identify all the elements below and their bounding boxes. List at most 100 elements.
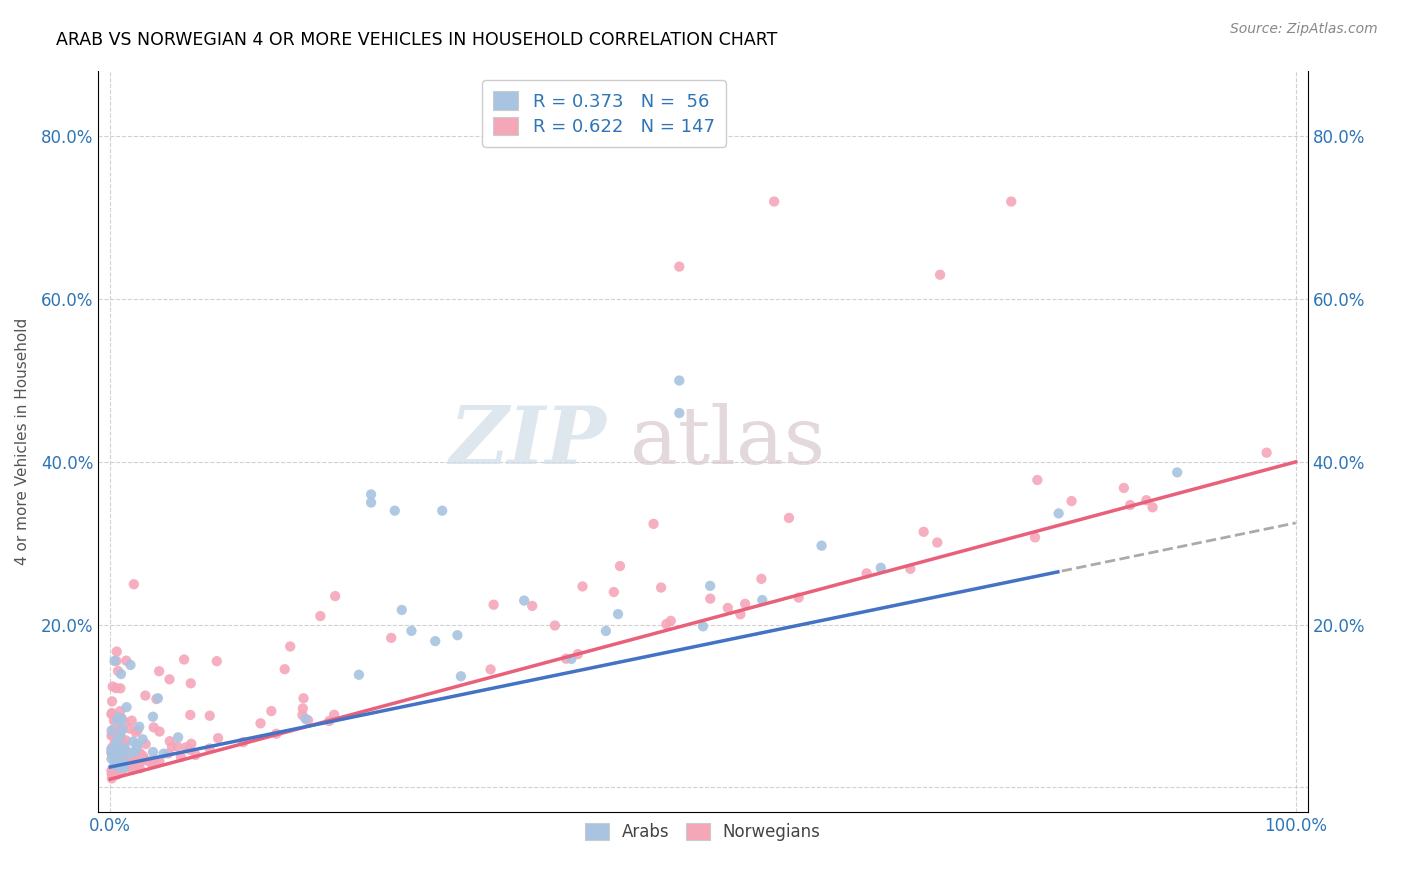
Point [110, 723, 132, 738]
Point [643, 516, 665, 531]
Point [810, 539, 832, 553]
Point [668, 406, 690, 420]
Point [114, 733, 136, 747]
Point [855, 566, 877, 581]
Point [232, 735, 254, 749]
Point [118, 755, 141, 769]
Point [1000, 194, 1022, 209]
Point [100, 746, 122, 760]
Y-axis label: 4 or more Vehicles in Household: 4 or more Vehicles in Household [15, 318, 30, 566]
Point [198, 741, 221, 756]
Point [692, 619, 714, 633]
Point [125, 738, 148, 752]
Point [198, 708, 221, 723]
Point [603, 585, 626, 599]
Point [1135, 493, 1157, 508]
Point [668, 260, 690, 274]
Point [103, 747, 125, 762]
Point [103, 654, 125, 668]
Point [110, 667, 132, 681]
Point [132, 748, 155, 763]
Point [121, 763, 143, 777]
Point [571, 579, 593, 593]
Point [105, 761, 128, 775]
Point [1256, 445, 1278, 459]
Point [103, 738, 125, 752]
Point [101, 746, 124, 760]
Point [100, 766, 122, 780]
Point [111, 723, 134, 737]
Point [122, 734, 145, 748]
Point [309, 609, 332, 624]
Point [104, 764, 127, 779]
Text: ARAB VS NORWEGIAN 4 OR MORE VEHICLES IN HOUSEHOLD CORRELATION CHART: ARAB VS NORWEGIAN 4 OR MORE VEHICLES IN … [56, 31, 778, 49]
Point [103, 714, 125, 728]
Point [127, 739, 149, 754]
Point [1119, 498, 1142, 512]
Point [104, 739, 127, 753]
Point [101, 766, 124, 780]
Point [141, 756, 163, 770]
Point [127, 758, 149, 772]
Point [100, 707, 122, 722]
Point [108, 726, 131, 740]
Point [124, 754, 146, 768]
Point [148, 664, 170, 678]
Point [128, 761, 150, 775]
Point [142, 745, 165, 759]
Point [111, 713, 134, 727]
Point [148, 724, 170, 739]
Point [450, 669, 472, 683]
Point [1026, 473, 1049, 487]
Point [401, 624, 423, 638]
Point [124, 744, 146, 758]
Point [107, 760, 129, 774]
Point [249, 716, 271, 731]
Point [717, 601, 740, 615]
Point [124, 725, 146, 739]
Point [112, 740, 135, 755]
Point [110, 729, 132, 743]
Point [114, 737, 136, 751]
Point [159, 673, 181, 687]
Point [595, 624, 617, 638]
Point [105, 714, 128, 728]
Point [129, 747, 152, 762]
Point [699, 591, 721, 606]
Text: atlas: atlas [630, 402, 825, 481]
Point [100, 729, 122, 743]
Point [107, 664, 129, 678]
Point [100, 723, 122, 738]
Point [142, 720, 165, 734]
Text: ZIP: ZIP [450, 403, 606, 480]
Point [609, 559, 631, 574]
Point [173, 652, 195, 666]
Point [120, 657, 142, 672]
Point [128, 746, 150, 760]
Point [152, 747, 174, 761]
Point [159, 734, 181, 748]
Point [323, 589, 346, 603]
Point [730, 607, 752, 622]
Point [166, 739, 188, 754]
Point [114, 714, 136, 729]
Point [650, 581, 672, 595]
Point [105, 733, 128, 747]
Point [105, 681, 128, 695]
Point [145, 692, 167, 706]
Point [180, 737, 202, 751]
Point [127, 758, 149, 772]
Point [160, 739, 183, 754]
Point [734, 597, 756, 611]
Point [751, 572, 773, 586]
Point [108, 738, 131, 752]
Point [105, 765, 128, 780]
Point [180, 676, 202, 690]
Point [184, 747, 207, 762]
Point [111, 744, 134, 758]
Point [110, 711, 132, 725]
Point [114, 760, 136, 774]
Point [1047, 507, 1070, 521]
Point [125, 751, 148, 765]
Point [101, 706, 124, 720]
